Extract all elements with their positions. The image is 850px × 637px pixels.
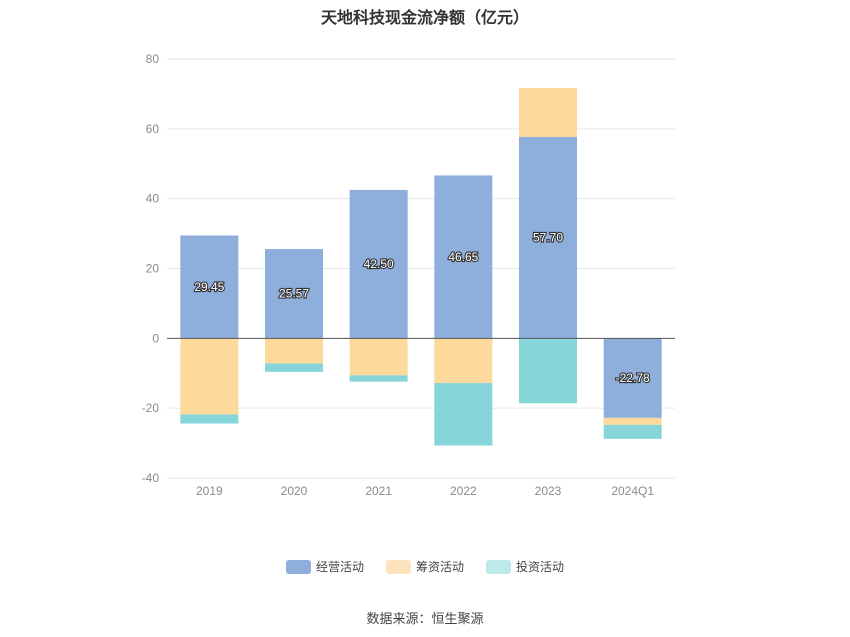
x-tick-label: 2023 xyxy=(535,484,562,498)
bar-segment xyxy=(519,136,577,339)
legend-item[interactable]: 经营活动 xyxy=(285,558,364,575)
bar-segment xyxy=(519,338,577,404)
x-tick-label: 2022 xyxy=(450,484,477,498)
x-tick-label: 2021 xyxy=(365,484,392,498)
bar-segment xyxy=(603,338,662,418)
y-tick-label: 20 xyxy=(146,262,160,276)
legend: 经营活动 筹资活动 投资活动 xyxy=(0,558,850,575)
bar-segment xyxy=(603,417,662,425)
bar-segment xyxy=(265,249,323,339)
data-label: -22.78 xyxy=(616,371,650,385)
data-source: 数据来源：恒生聚源 xyxy=(366,611,484,626)
legend-swatch xyxy=(486,559,511,574)
y-axis-ticks: -40 -20 0 20 40 60 80 xyxy=(142,52,160,485)
bar-segment xyxy=(434,383,493,446)
legend-item[interactable]: 筹资活动 xyxy=(385,558,464,575)
data-label: 25.57 xyxy=(279,287,309,301)
data-label: 46.65 xyxy=(448,250,478,264)
x-tick-label: 2020 xyxy=(281,484,308,498)
data-labels: 29.45 25.57 42.50 46.65 57.70 -22.78 xyxy=(193,229,651,386)
bars xyxy=(180,87,662,446)
data-label: 29.45 xyxy=(194,280,224,294)
bar-segment xyxy=(265,338,323,364)
legend-label: 经营活动 xyxy=(315,560,364,574)
cashflow-chart: -40 -20 0 20 40 60 80 2019 2020 2021 2022 2023 2024… xyxy=(142,52,675,498)
data-label: 57.70 xyxy=(533,231,563,245)
bar-segment xyxy=(434,338,493,384)
bar-segment xyxy=(180,235,239,339)
bar-segment xyxy=(180,338,239,415)
bar-segment xyxy=(180,414,239,424)
bar-segment xyxy=(349,189,408,339)
legend-swatch xyxy=(385,559,411,574)
x-axis-ticks: 2019 2020 2021 2022 2023 2024Q1 xyxy=(196,484,654,498)
grid-lines xyxy=(167,58,675,479)
bar-segment xyxy=(434,175,493,339)
y-tick-label: -40 xyxy=(142,471,160,485)
legend-label: 投资活动 xyxy=(516,560,565,574)
bar-segment xyxy=(265,363,323,372)
legend-label: 筹资活动 xyxy=(415,560,464,574)
legend-item[interactable]: 投资活动 xyxy=(486,558,564,575)
y-tick-label: 0 xyxy=(152,331,159,345)
bar-segment xyxy=(519,87,577,137)
chart-title: 天地科技现金流净额（亿元） xyxy=(320,10,529,27)
y-tick-label: 60 xyxy=(146,122,160,136)
x-tick-label: 2024Q1 xyxy=(611,484,654,498)
y-tick-label: 40 xyxy=(146,192,160,206)
legend-swatch xyxy=(285,559,311,574)
x-tick-label: 2019 xyxy=(196,484,223,498)
data-label: 42.50 xyxy=(364,257,394,271)
bar-segment xyxy=(349,375,408,382)
bar-segment xyxy=(603,424,662,439)
bar-segment xyxy=(349,338,408,376)
y-tick-label: -20 xyxy=(142,401,160,415)
y-tick-label: 80 xyxy=(146,52,160,66)
